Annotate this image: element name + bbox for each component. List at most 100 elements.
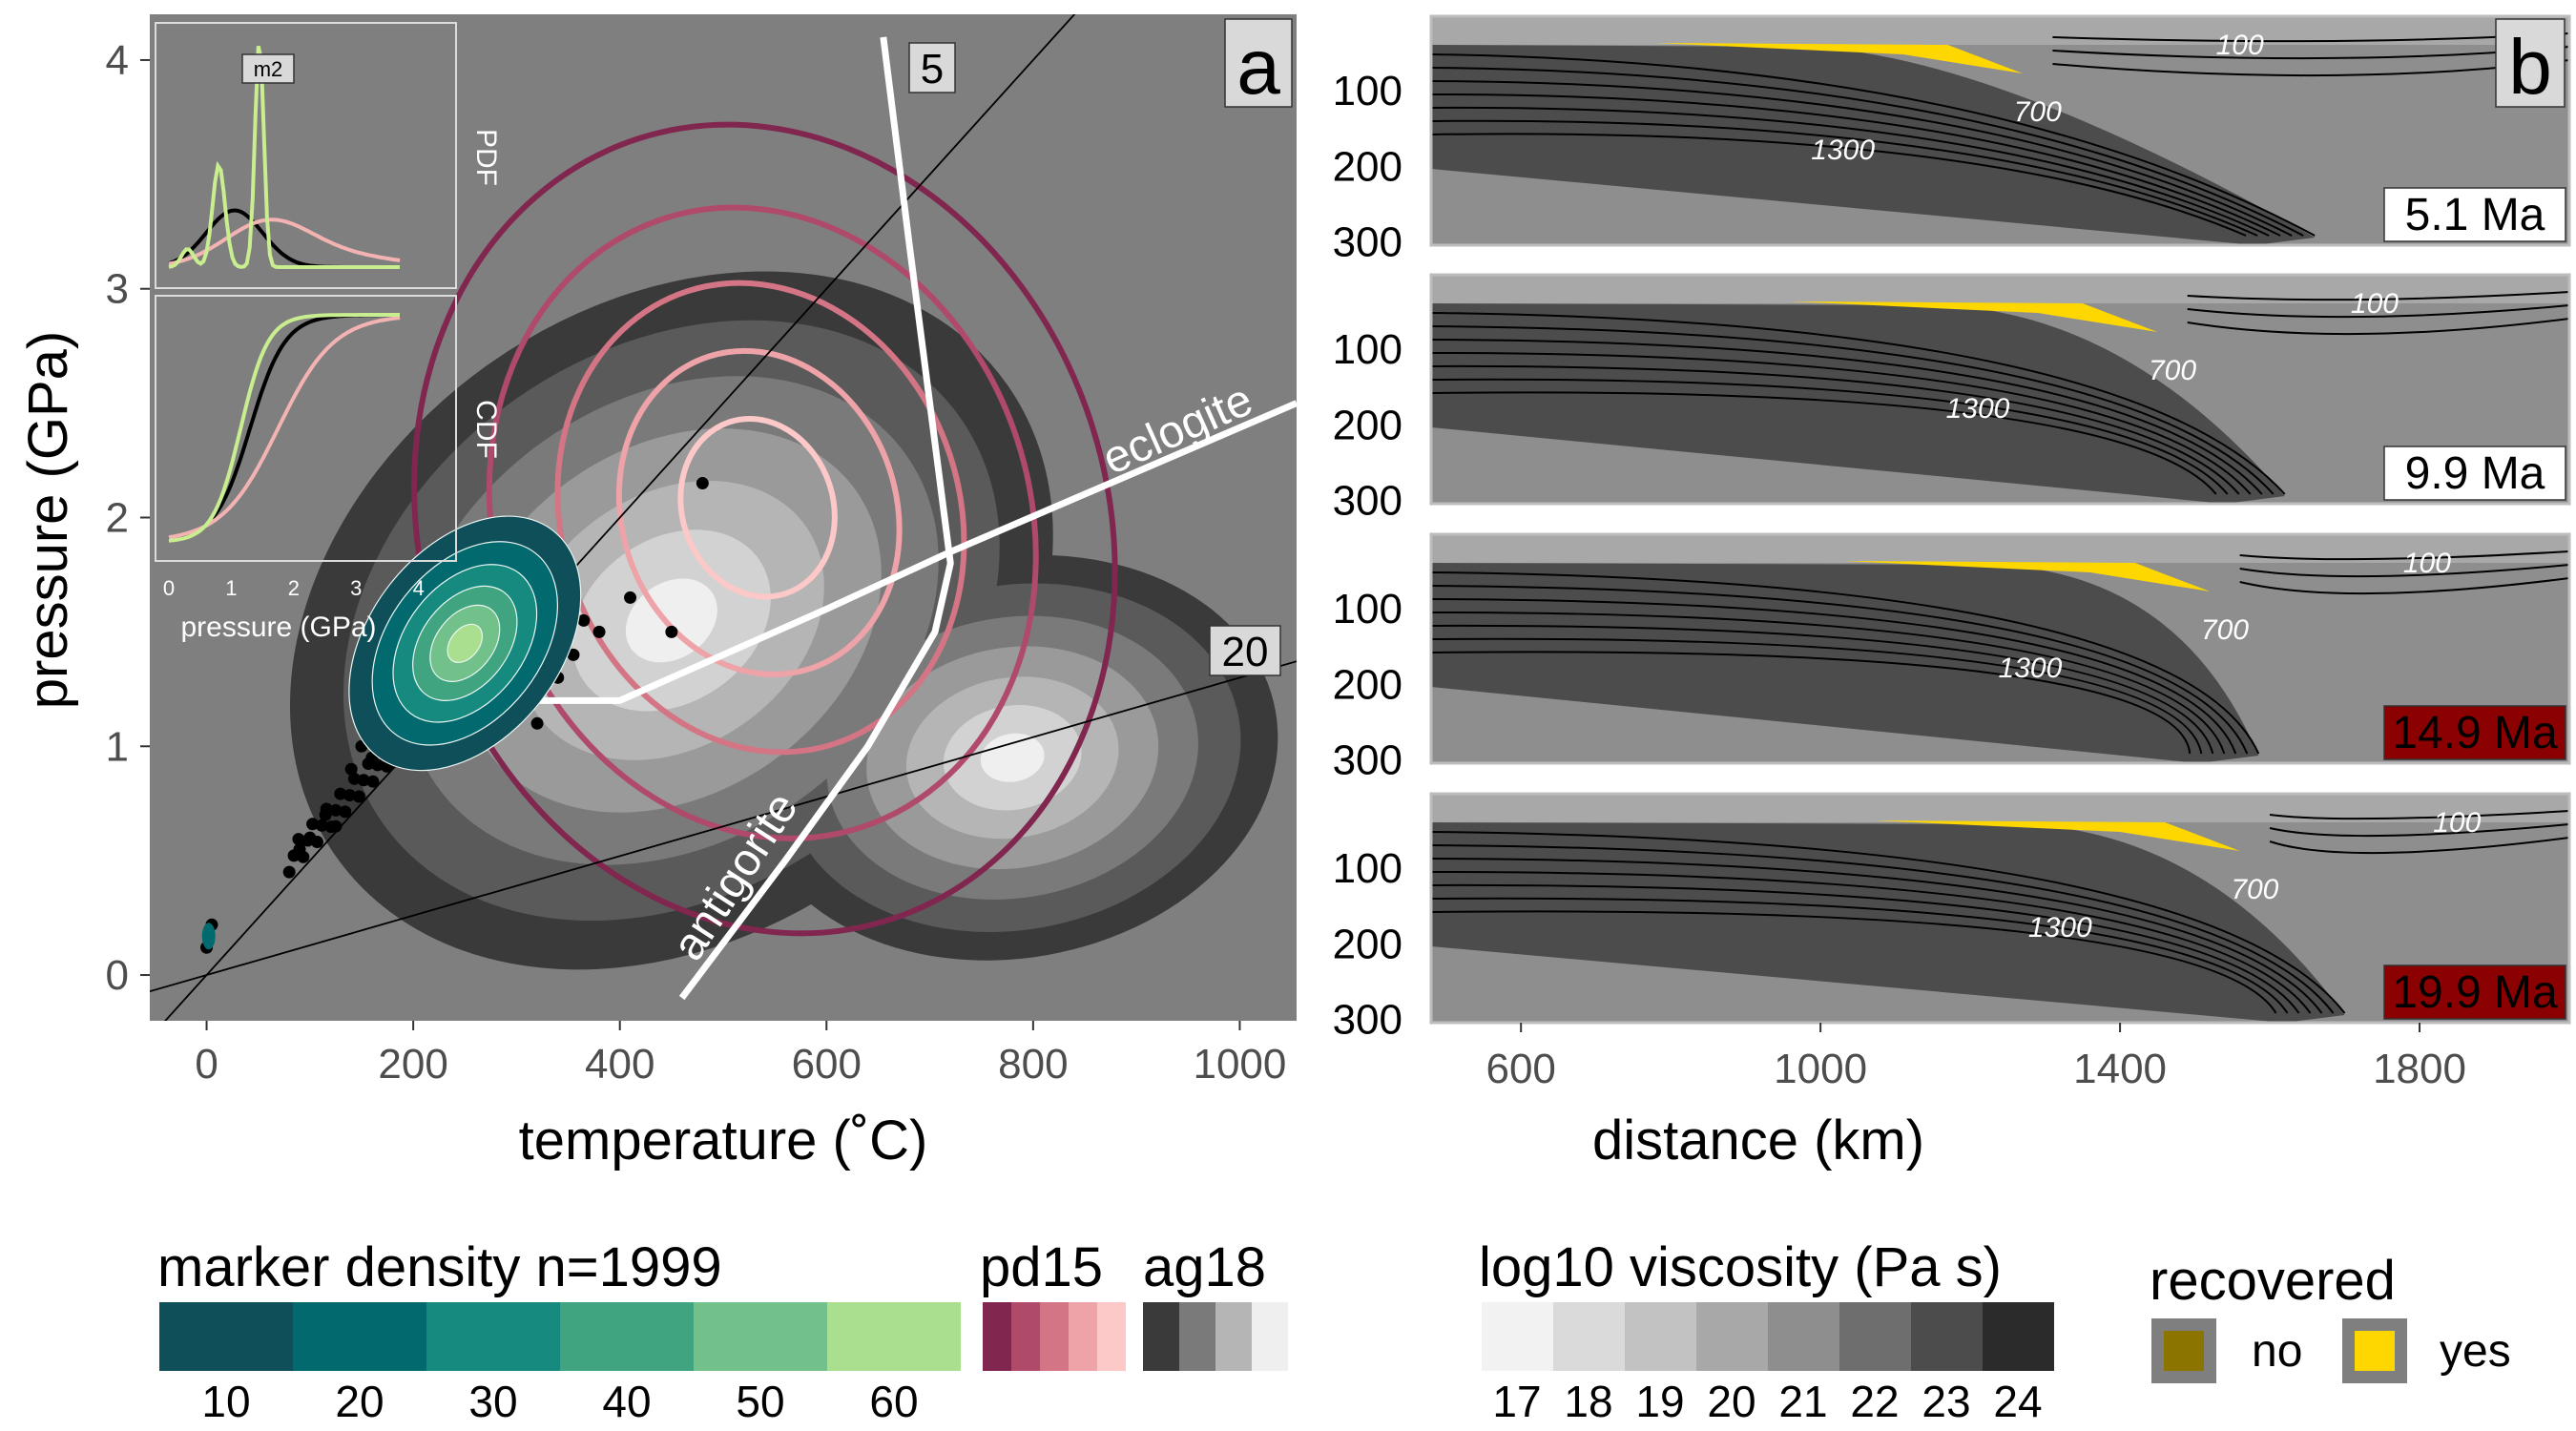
marker-point: [362, 757, 375, 770]
isotherm-line: [1430, 133, 2247, 237]
isotherm-line: [1430, 325, 2275, 495]
viscosity-level-label: 20: [1707, 1377, 1755, 1426]
density-colorbar: 10 20 30 40 50 60: [159, 1302, 961, 1426]
marker-point: [352, 790, 365, 803]
density-swatch: [827, 1302, 961, 1371]
marker-point: [292, 833, 305, 846]
marker-point: [297, 850, 310, 863]
y-tick-label: 1: [106, 723, 129, 770]
marker-point: [287, 849, 301, 862]
panel-b-tag: b: [2508, 24, 2552, 111]
marker-point: [343, 789, 357, 802]
isotherm-label: 1300: [1811, 135, 1875, 166]
pd15-swatch: [1069, 1302, 1097, 1371]
inset-pdf-label: PDF: [470, 129, 502, 186]
viscosity-level-label: 24: [1993, 1377, 2042, 1426]
marker-point: [339, 805, 352, 819]
panel-a-tag: a: [1236, 24, 1280, 111]
marker-point: [310, 835, 323, 848]
y-tick-label: 3: [106, 266, 129, 313]
isotherm-label: 100: [2403, 548, 2451, 579]
viscosity-level-label: 23: [1922, 1377, 1970, 1426]
isotherm-label: 700: [2149, 355, 2196, 386]
isotherm-line: [1430, 651, 2192, 755]
depth-tick-label: 100: [1333, 68, 1402, 114]
inset-peak-tag-box: [241, 53, 295, 84]
recovered-no-fill: [2164, 1331, 2204, 1371]
recovered-markers: [1790, 301, 2158, 332]
marker-point: [315, 819, 328, 832]
isotherm-line: [1430, 339, 2263, 495]
marker-point: [624, 591, 637, 604]
panel-a-x-ticks: 0 200 400 600 800 1000: [195, 1021, 1286, 1088]
marker-point: [665, 625, 678, 638]
viscosity-legend-title: log10 viscosity (Pa s): [1479, 1236, 2002, 1298]
pd15-contour-level: [677, 415, 838, 600]
isotherm-line: [1430, 93, 2281, 237]
inset-x-tick-label: 1: [225, 576, 237, 600]
panel-a-y-ticks: 0 1 2 3 4: [106, 37, 150, 999]
eclogite-boundary: [418, 400, 1297, 704]
subducting-slab: [1431, 822, 2345, 1023]
isotherm-label: 700: [2201, 614, 2249, 646]
recovered-legend-yes: yes: [2342, 1318, 2511, 1383]
ag18-density-level: [980, 733, 1045, 782]
marker-point: [301, 834, 315, 847]
isotherm-line: [1430, 844, 2335, 1014]
marker-point: [577, 613, 591, 627]
geotherm-label-5-text: 5: [921, 46, 944, 93]
x-tick-label: 1000: [1193, 1041, 1286, 1088]
density-swatch: [426, 1302, 560, 1371]
pd15-swatch: [1011, 1302, 1040, 1371]
time-label-box: [2383, 705, 2566, 760]
pd15-swatch: [983, 1302, 1011, 1371]
pd15-swatch: [1040, 1302, 1069, 1371]
viscosity-swatch: [1482, 1302, 1553, 1371]
subducting-slab: [1431, 45, 2316, 245]
isotherm-line: [1430, 598, 2237, 755]
ag18-colorbar: [1143, 1302, 1288, 1371]
depth-tick-label: 200: [1333, 402, 1402, 448]
isotherm-line: [1430, 364, 2240, 495]
isotherm-line: [1430, 870, 2312, 1014]
ag18-swatch: [1215, 1302, 1252, 1371]
geotherm-label-20-text: 20: [1222, 629, 1269, 675]
recovered-markers: [1873, 820, 2240, 851]
marker-point: [567, 648, 580, 661]
x-tick-label: 600: [1485, 1046, 1555, 1092]
isotherm-line: [1430, 585, 2249, 755]
depth-tick-label: 100: [1333, 845, 1402, 892]
marker-point: [592, 625, 606, 638]
time-label: 19.9 Ma: [2392, 967, 2558, 1018]
isotherm-line: [1430, 624, 2214, 755]
x-tick-label: 1000: [1774, 1046, 1867, 1092]
isotherm-line: [1430, 67, 2304, 237]
recovered-yes-fill: [2355, 1331, 2395, 1371]
depth-tick-label: 300: [1333, 997, 1402, 1044]
density-swatch: [694, 1302, 827, 1371]
recovered-markers: [1655, 43, 2024, 73]
marker-point: [366, 775, 380, 788]
density-legend-title: marker density n=1999: [157, 1236, 722, 1298]
phase-boundaries: [418, 36, 1297, 1001]
marker-point: [347, 772, 361, 785]
depth-tick-label: 200: [1333, 661, 1402, 708]
isotherm-label: 1300: [1999, 653, 2063, 684]
isotherm-label: 100: [2351, 288, 2399, 320]
depth-tick-label: 100: [1333, 326, 1402, 373]
isotherm-label: 100: [2216, 30, 2264, 61]
time-label-box: [2383, 964, 2566, 1020]
pd15-legend-title: pd15: [980, 1236, 1103, 1298]
section-frame: [1429, 792, 2571, 1025]
panel-b: 100 700 1300 100 200 300 5.1 Ma 100 700 1300 100 20…: [1333, 14, 2571, 1172]
section-panel: 100 700 1300 100 200 300 14.9 Ma: [1333, 532, 2571, 784]
viscosity-level-label: 21: [1778, 1377, 1827, 1426]
geotherm-label-20: 20: [1209, 625, 1281, 676]
recovered-legend-no: no: [2151, 1318, 2302, 1383]
geotherm-line-20: [150, 660, 1297, 993]
antigorite-boundary: [678, 36, 954, 1001]
depth-tick-label: 300: [1333, 737, 1402, 784]
isotherm-line: [1430, 106, 2270, 237]
isotherm-line: [2269, 837, 2570, 855]
recovered-yes-label: yes: [2440, 1326, 2511, 1377]
